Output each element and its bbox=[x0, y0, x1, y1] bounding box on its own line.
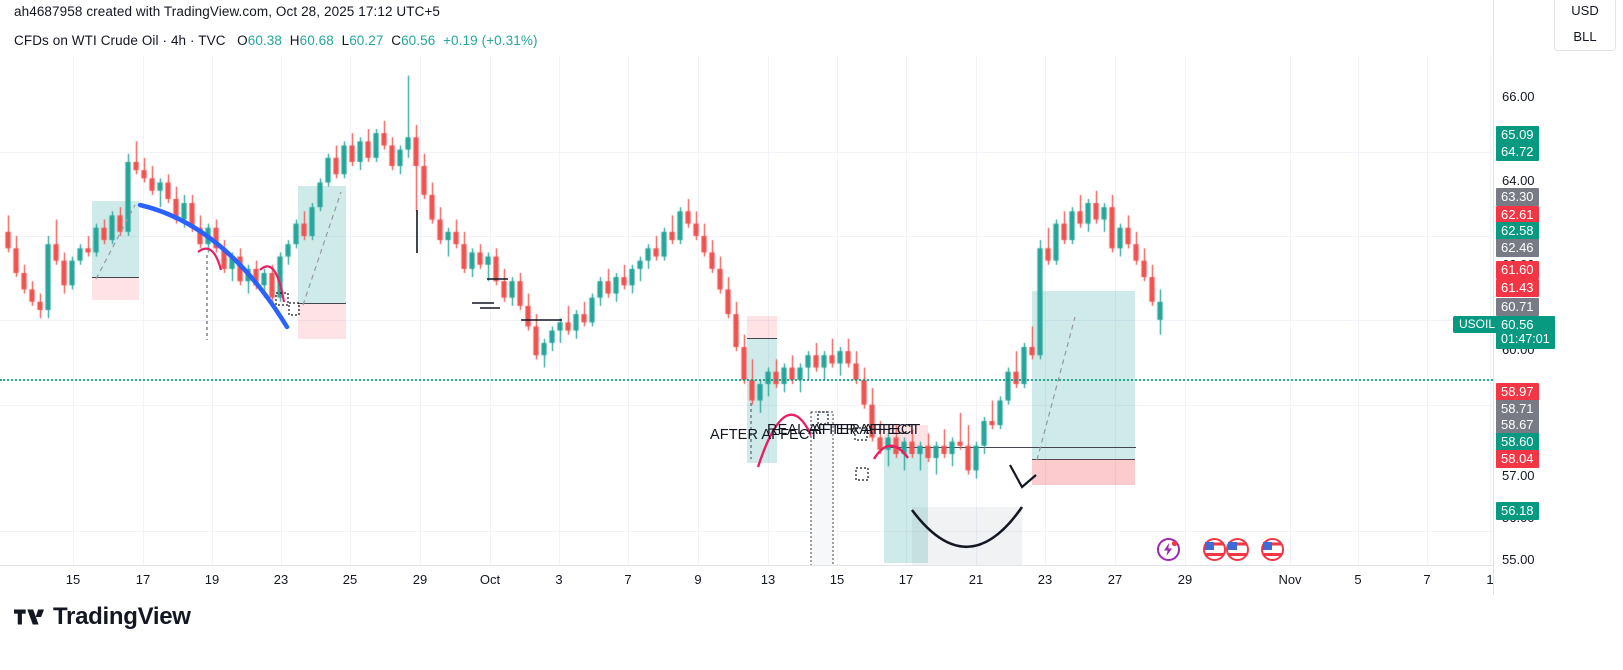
legend-low-key: L bbox=[341, 33, 350, 48]
price-label-56-18[interactable]: 56.18 bbox=[1496, 502, 1539, 520]
legend-interval[interactable]: 4h bbox=[170, 33, 187, 48]
time-tick-27: 27 bbox=[1107, 572, 1123, 587]
tradingview-logo-icon bbox=[14, 609, 44, 625]
price-label-65-09[interactable]: 65.09 bbox=[1496, 126, 1539, 144]
time-tick-15: 15 bbox=[829, 572, 845, 587]
us-economic-event-badge-2[interactable] bbox=[1226, 538, 1249, 561]
price-label-60-71[interactable]: 60.71 bbox=[1496, 298, 1539, 316]
us-economic-event-badge-1[interactable] bbox=[1203, 538, 1226, 561]
usoil-price-tag: USOIL bbox=[1453, 316, 1502, 333]
earnings-event-badge[interactable] bbox=[1157, 538, 1180, 561]
time-tick-21: 21 bbox=[968, 572, 984, 587]
price-label-63-30[interactable]: 63.30 bbox=[1496, 188, 1539, 206]
time-tick-Oct: Oct bbox=[479, 572, 501, 587]
price-label-61-60[interactable]: 61.60 bbox=[1496, 261, 1539, 279]
us-economic-event-badge-3[interactable] bbox=[1261, 538, 1284, 561]
legend-high-value: 60.68 bbox=[299, 33, 334, 48]
last-price-line bbox=[0, 379, 1493, 381]
chart-pane[interactable] bbox=[0, 55, 1493, 565]
time-tick-3: 3 bbox=[555, 572, 563, 587]
legend-change-percent: (+0.31%) bbox=[481, 33, 538, 48]
time-tick-23: 23 bbox=[273, 572, 289, 587]
legend-open-value: 60.38 bbox=[247, 33, 283, 48]
chart-legend: CFDs on WTI Crude Oil · 4h · TVC O60.38 … bbox=[14, 33, 538, 48]
last-price-label[interactable]: 60.56 01:47:01 bbox=[1496, 316, 1555, 349]
price-label-61-43[interactable]: 61.43 bbox=[1496, 279, 1539, 297]
time-tick-7: 7 bbox=[1423, 572, 1431, 587]
price-label-62-58[interactable]: 62.58 bbox=[1496, 222, 1539, 240]
legend-separator-2: · bbox=[190, 33, 195, 48]
time-axis[interactable]: 15 17 19 23 25 29 Oct 3 7 9 13 15 17 21 23 27 29 Nov 5 7 1 bbox=[0, 565, 1494, 596]
time-tick-15: 15 bbox=[65, 572, 81, 587]
time-tick-25: 25 bbox=[342, 572, 358, 587]
time-tick-13: 13 bbox=[760, 572, 776, 587]
time-tick-1: 1 bbox=[1486, 572, 1494, 587]
price-label-58-04[interactable]: 58.04 bbox=[1496, 450, 1539, 468]
time-tick-29: 29 bbox=[1177, 572, 1193, 587]
time-tick-7: 7 bbox=[624, 572, 632, 587]
time-tick-29: 29 bbox=[412, 572, 428, 587]
bar-countdown: 01:47:01 bbox=[1501, 332, 1550, 346]
legend-exchange: TVC bbox=[198, 33, 226, 48]
time-tick-5: 5 bbox=[1354, 572, 1362, 587]
time-tick-Nov: Nov bbox=[1278, 572, 1302, 587]
legend-symbol[interactable]: CFDs on WTI Crude Oil bbox=[14, 33, 159, 48]
candlestick-canvas[interactable] bbox=[0, 55, 1493, 565]
time-tick-19: 19 bbox=[204, 572, 220, 587]
legend-close-value: 60.56 bbox=[401, 33, 436, 48]
legend-separator-1: · bbox=[162, 33, 168, 48]
price-label-58-97[interactable]: 58.97 bbox=[1496, 383, 1539, 401]
price-tick-55-00: 55.00 bbox=[1502, 552, 1535, 567]
price-label-58-71[interactable]: 58.71 bbox=[1496, 400, 1539, 418]
time-tick-23: 23 bbox=[1037, 572, 1053, 587]
legend-low-value: 60.27 bbox=[349, 33, 384, 48]
price-label-62-46[interactable]: 62.46 bbox=[1496, 239, 1539, 257]
price-label-58-60[interactable]: 58.60 bbox=[1496, 433, 1539, 451]
annotation-after-affect-2[interactable]: AFTER AFFECT bbox=[812, 422, 921, 438]
unit-toggle-group[interactable]: USD BLL bbox=[1554, 0, 1616, 51]
price-tick-57-00: 57.00 bbox=[1502, 468, 1535, 483]
last-price-value: 60.56 bbox=[1501, 317, 1534, 332]
currency-usd-button[interactable]: USD bbox=[1571, 3, 1599, 18]
tradingview-attribution: ah4687958 created with TradingView.com, … bbox=[14, 4, 441, 19]
legend-open-key: O bbox=[237, 33, 248, 48]
legend-change: +0.19 bbox=[443, 33, 478, 48]
price-label-62-61[interactable]: 62.61 bbox=[1496, 206, 1539, 224]
time-tick-17: 17 bbox=[898, 572, 914, 587]
price-tick-64-00: 64.00 bbox=[1502, 173, 1535, 188]
legend-high-key: H bbox=[289, 33, 300, 48]
legend-close-key: C bbox=[391, 33, 402, 48]
price-label-58-67[interactable]: 58.67 bbox=[1496, 416, 1539, 434]
price-tick-66-00: 66.00 bbox=[1502, 89, 1535, 104]
unit-bll-button[interactable]: BLL bbox=[1573, 29, 1597, 44]
price-label-64-72[interactable]: 64.72 bbox=[1496, 143, 1539, 161]
footer: TradingView bbox=[14, 603, 191, 631]
annotation-real-after-affect[interactable]: REAL AFTER AFFECT bbox=[767, 422, 917, 438]
annotation-after-affect-1[interactable]: AFTER AFFECT bbox=[710, 427, 819, 443]
time-tick-17: 17 bbox=[135, 572, 151, 587]
time-tick-9: 9 bbox=[694, 572, 702, 587]
tradingview-brand-label: TradingView bbox=[53, 603, 191, 630]
